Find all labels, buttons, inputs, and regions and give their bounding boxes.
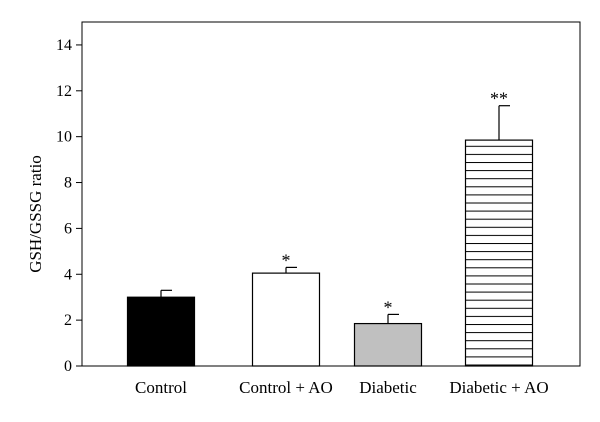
- y-tick-label: 8: [64, 175, 72, 192]
- y-axis-title: GSH/GSSG ratio: [26, 155, 45, 273]
- bar-diabetic-ao: [464, 139, 534, 367]
- y-tick-label: 2: [64, 312, 72, 329]
- x-category-label: Diabetic + AO: [449, 378, 548, 397]
- y-tick-label: 4: [64, 266, 72, 283]
- bar-control: [126, 296, 196, 367]
- significance-label: *: [282, 250, 291, 270]
- y-tick-label: 0: [64, 358, 72, 375]
- bar-diabetic: [353, 322, 423, 367]
- x-category-label: Diabetic: [359, 378, 417, 397]
- y-tick-label: 12: [56, 83, 72, 100]
- x-category-label: Control + AO: [239, 378, 333, 397]
- y-tick-label: 6: [64, 220, 72, 237]
- significance-label: *: [384, 297, 393, 317]
- bar-control-ao: [251, 272, 321, 367]
- x-category-label: Control: [135, 378, 187, 397]
- significance-label: **: [490, 89, 508, 109]
- plot-frame: [81, 21, 581, 367]
- y-tick-label: 14: [56, 37, 72, 54]
- y-tick-label: 10: [56, 129, 72, 146]
